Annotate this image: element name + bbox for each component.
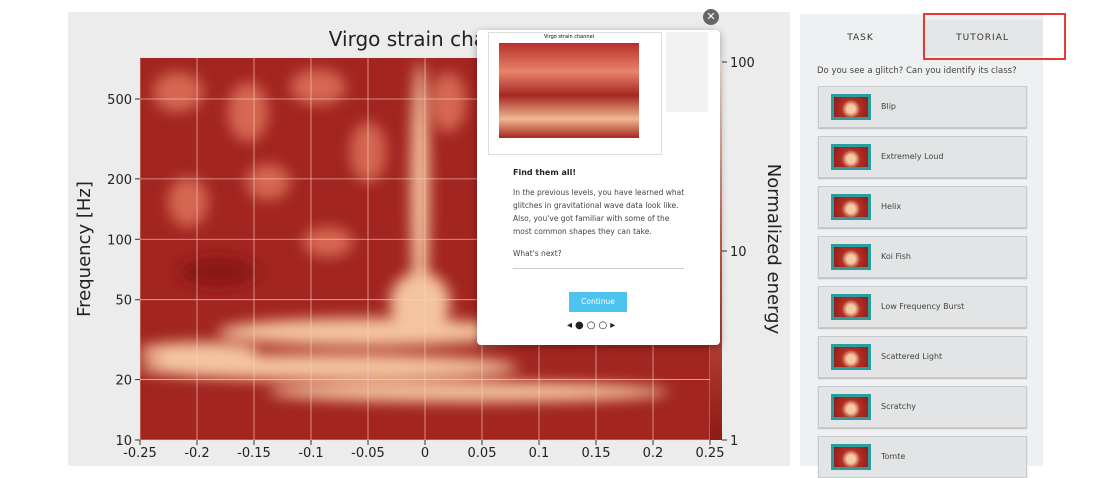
pagination[interactable]: ◂●○○▸ [567,320,619,331]
modal-prompt: What's next? [513,249,562,258]
image-title: Virgo strain channel [543,34,595,40]
choice-thumbnail [831,244,871,270]
y-tick-label: 20 [115,374,132,389]
choice-thumbnail [831,294,871,320]
continue-button[interactable]: Continue [569,292,627,312]
choice-label: Tomte [881,452,906,461]
x-tick-label: 0.05 [468,446,497,461]
choice-thumbnail [831,344,871,370]
colorbar-tick-label: 10 [730,245,747,260]
choice-button[interactable]: Scratchy [818,386,1027,428]
divider [513,268,684,269]
colorbar-tick-label: 100 [730,56,755,71]
x-tick-label: 0.2 [643,446,664,461]
choice-thumbnail [831,144,871,170]
choice-button[interactable]: Blip [818,86,1027,128]
choice-label: Low Frequency Burst [881,302,965,311]
x-tick-label: 0 [421,446,429,461]
colorbar-tick-label: 1 [730,434,738,449]
grid [139,58,711,441]
choice-thumbnail [831,394,871,420]
choice-button[interactable]: Tomte [818,436,1027,478]
choice-button[interactable]: Extremely Loud [818,136,1027,178]
x-tick-label: -0.2 [184,446,209,461]
choice-thumbnail [831,444,871,470]
choice-thumbnail [831,94,871,120]
choice-button[interactable]: Helix [818,186,1027,228]
colorbar-label: Normalized energy [763,164,784,335]
page: Virgo strain channel Frequency [Hz] Norm… [68,9,1066,478]
choice-label: Blip [881,102,897,111]
choice-label: Scattered Light [881,352,943,361]
y-tick-label: 500 [107,93,132,108]
tutorial-image: Virgo strain channel [488,32,662,155]
x-tick-label: -0.25 [123,446,157,461]
x-tick-label: -0.05 [351,446,385,461]
y-tick-label: 50 [115,294,132,309]
modal-heading: Find them all! [513,168,577,177]
x-tick-label: 0.1 [529,446,550,461]
tutorial-modal: Virgo strain channel Find them all! In t… [477,30,720,345]
close-button[interactable]: ✕ [703,9,719,25]
y-tick-label: 100 [107,233,132,248]
y-axis-label: Frequency [Hz] [74,181,95,317]
choice-button[interactable]: Scattered Light [818,336,1027,378]
question: Do you see a glitch? Can you identify it… [817,66,1017,76]
y-tick-label: 200 [107,173,132,188]
tutorial-tab[interactable]: TUTORIAL [922,20,1043,56]
choice-label: Extremely Loud [881,152,944,161]
x-tick-label: 0.25 [696,446,725,461]
x-tick-label: -0.1 [298,446,323,461]
x-tick-label: 0.15 [582,446,611,461]
task-panel: TASK TUTORIAL Do you see a glitch? Can y… [800,14,1043,478]
choice-label: Koi Fish [881,252,911,261]
choice-button[interactable]: Koi Fish [818,236,1027,278]
x-tick-label: -0.15 [237,446,271,461]
modal-body: In the previous levels, you have learned… [513,188,685,236]
choice-label: Helix [881,202,902,211]
mini-panel [666,32,708,112]
choice-thumbnail [831,194,871,220]
task-tab[interactable]: TASK [847,33,874,43]
choice-button[interactable]: Low Frequency Burst [818,286,1027,328]
choice-label: Scratchy [881,402,917,411]
highlight-box [923,13,1066,60]
y-tick-label: 10 [115,434,132,449]
